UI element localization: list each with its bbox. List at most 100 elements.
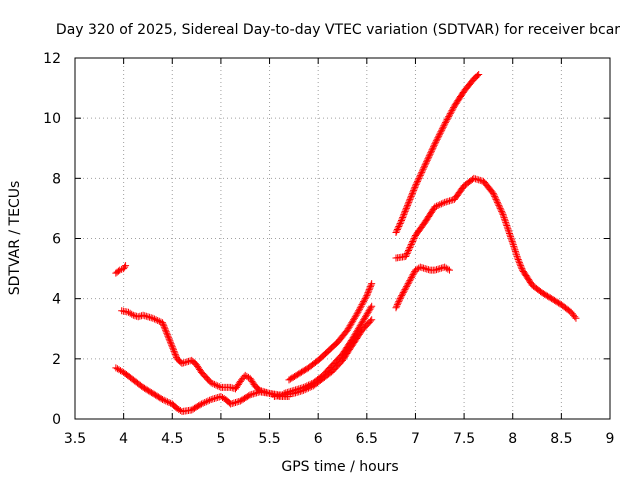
data-point bbox=[429, 144, 437, 152]
data-point bbox=[363, 310, 371, 318]
data-point bbox=[368, 302, 376, 310]
data-point bbox=[409, 236, 417, 244]
data-point bbox=[411, 233, 419, 241]
data-point bbox=[201, 398, 209, 406]
data-point bbox=[450, 104, 458, 112]
data-point bbox=[493, 198, 501, 206]
data-point bbox=[430, 143, 438, 151]
data-point bbox=[113, 365, 121, 373]
data-point bbox=[406, 277, 414, 285]
data-point bbox=[366, 284, 374, 292]
data-point bbox=[150, 315, 158, 323]
data-point bbox=[402, 253, 410, 261]
y-tick-label: 6 bbox=[52, 232, 61, 248]
data-point bbox=[245, 392, 253, 400]
data-point bbox=[405, 245, 413, 253]
data-point bbox=[425, 152, 433, 160]
data-point bbox=[367, 304, 375, 312]
data-point bbox=[423, 265, 431, 273]
data-point bbox=[434, 134, 442, 142]
data-point bbox=[420, 264, 428, 272]
data-point bbox=[212, 381, 220, 389]
data-point bbox=[160, 396, 168, 404]
data-point bbox=[360, 298, 368, 306]
data-point bbox=[407, 242, 415, 250]
y-tick-label: 0 bbox=[52, 412, 61, 428]
data-point bbox=[431, 140, 439, 148]
data-point bbox=[399, 289, 407, 297]
data-point bbox=[444, 265, 452, 273]
data-point bbox=[393, 225, 401, 233]
data-point bbox=[303, 385, 311, 393]
data-point bbox=[418, 264, 426, 272]
x-tick-label: 6.5 bbox=[356, 431, 378, 447]
data-point bbox=[176, 406, 184, 414]
data-point bbox=[441, 120, 449, 128]
data-point bbox=[183, 358, 191, 366]
data-point bbox=[403, 281, 411, 289]
data-point bbox=[180, 359, 188, 367]
data-point bbox=[163, 329, 171, 337]
data-point bbox=[405, 247, 413, 255]
data-point bbox=[408, 272, 416, 280]
data-points bbox=[112, 71, 580, 415]
y-tick-label: 4 bbox=[52, 292, 61, 308]
data-point bbox=[227, 383, 235, 391]
data-point bbox=[235, 397, 243, 405]
data-point bbox=[407, 241, 415, 249]
data-point bbox=[168, 343, 176, 351]
data-point bbox=[493, 197, 501, 205]
data-point bbox=[400, 287, 408, 295]
data-point bbox=[406, 195, 414, 203]
data-point bbox=[304, 384, 312, 392]
data-point bbox=[163, 398, 171, 406]
data-point bbox=[500, 214, 508, 222]
data-point bbox=[509, 239, 517, 247]
data-point bbox=[171, 349, 179, 357]
data-point bbox=[421, 265, 429, 273]
data-point bbox=[253, 389, 261, 397]
data-point bbox=[144, 313, 152, 321]
data-point bbox=[398, 215, 406, 223]
data-point bbox=[444, 114, 452, 122]
data-point bbox=[240, 373, 248, 381]
data-point bbox=[437, 200, 445, 208]
data-point bbox=[508, 236, 516, 244]
data-point bbox=[365, 287, 373, 295]
data-point bbox=[475, 71, 483, 79]
data-point bbox=[448, 107, 456, 115]
data-point bbox=[406, 244, 414, 252]
x-axis-label: GPS time / hours bbox=[281, 459, 398, 475]
data-point bbox=[504, 225, 512, 233]
data-point bbox=[290, 389, 298, 397]
data-point bbox=[495, 201, 503, 209]
data-point bbox=[515, 259, 523, 267]
data-point bbox=[417, 170, 425, 178]
data-point bbox=[139, 311, 147, 319]
data-point bbox=[112, 364, 120, 372]
data-point bbox=[435, 132, 443, 140]
data-point bbox=[423, 158, 431, 166]
data-point bbox=[426, 150, 434, 158]
data-point bbox=[357, 302, 365, 310]
data-point bbox=[363, 290, 371, 298]
data-point bbox=[159, 320, 167, 328]
data-point bbox=[356, 305, 364, 313]
data-point bbox=[505, 228, 513, 236]
y-tick-label: 8 bbox=[52, 171, 61, 187]
data-point bbox=[162, 397, 170, 405]
data-point bbox=[503, 222, 511, 230]
data-point bbox=[503, 223, 511, 231]
data-point bbox=[507, 234, 515, 242]
data-point bbox=[407, 274, 415, 282]
data-point bbox=[431, 203, 439, 211]
data-point bbox=[489, 189, 497, 197]
data-point bbox=[414, 177, 422, 185]
data-point bbox=[169, 346, 177, 354]
data-point bbox=[361, 295, 369, 303]
data-point bbox=[400, 210, 408, 218]
data-point bbox=[393, 302, 401, 310]
data-point bbox=[438, 125, 446, 133]
data-point bbox=[149, 314, 157, 322]
data-point bbox=[407, 194, 415, 202]
